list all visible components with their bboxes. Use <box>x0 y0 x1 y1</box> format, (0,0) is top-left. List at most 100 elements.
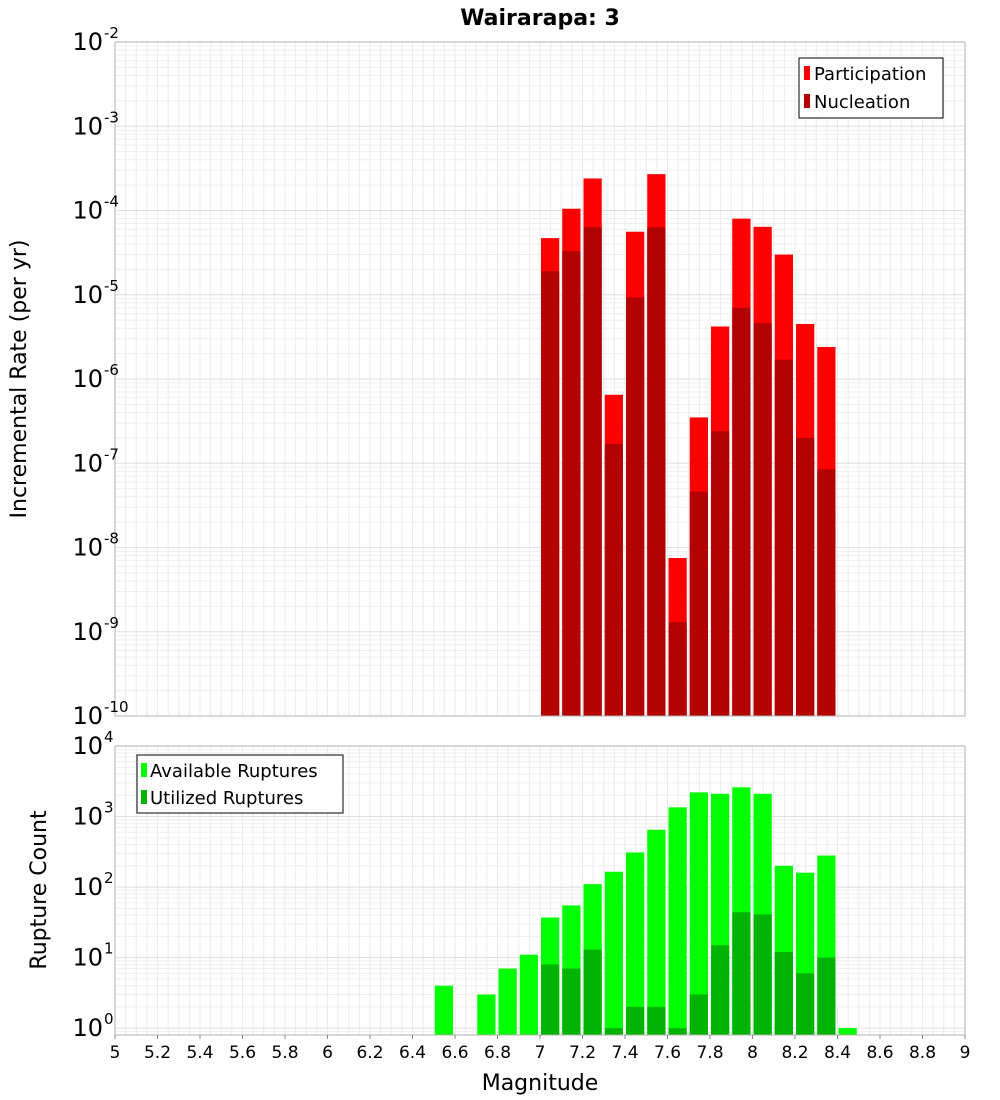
bottom-legend-box <box>136 754 344 814</box>
x-tick-label: 8.6 <box>866 1043 893 1063</box>
x-tick-label: 5.6 <box>229 1043 256 1063</box>
top-y-tick-exponent: -9 <box>104 614 119 632</box>
top-y-tick: 10 <box>72 534 103 562</box>
x-tick-label: 7.4 <box>611 1043 638 1063</box>
utilized-ruptures-bar <box>732 912 751 1035</box>
nucleation-bar <box>774 359 793 716</box>
x-tick-label: 5.4 <box>186 1043 213 1063</box>
x-tick-label: 7.8 <box>696 1043 723 1063</box>
utilized-ruptures-bar <box>689 994 708 1035</box>
legend-swatch-nucleation <box>804 94 810 108</box>
nucleation-bar <box>647 227 666 716</box>
top-y-tick: 10 <box>72 618 103 646</box>
legend-label-available: Available Ruptures <box>150 761 318 782</box>
top-y-tick: 10 <box>72 702 103 730</box>
top-legend-box <box>798 57 944 119</box>
legend-label-nucleation: Nucleation <box>814 92 910 113</box>
utilized-ruptures-bar <box>604 1028 623 1035</box>
x-tick-label: 8.8 <box>909 1043 936 1063</box>
nucleation-bar <box>583 227 602 716</box>
legend-swatch-utilized <box>141 790 147 804</box>
utilized-ruptures-bar <box>753 914 772 1035</box>
x-tick-label: 5 <box>110 1043 121 1063</box>
top-y-tick: 10 <box>72 112 103 140</box>
nucleation-bar <box>604 443 623 716</box>
top-y-tick-exponent: -4 <box>104 193 119 211</box>
nucleation-bar <box>817 469 836 716</box>
x-tick-labels: 5 5.2 5.4 5.6 5.8 6 6.2 6.4 6.6 6.8 7 7.2 7.4 7.6 7.8 8… <box>110 1035 971 1063</box>
top-grid <box>114 41 966 717</box>
x-tick-label: 6.6 <box>441 1043 468 1063</box>
legend-label-utilized: Utilized Ruptures <box>150 788 303 809</box>
top-y-tick: 10 <box>72 28 103 56</box>
x-tick-label: 6 <box>322 1043 333 1063</box>
available-ruptures-bar <box>498 968 517 1035</box>
top-y-tick-exponent: -7 <box>104 445 119 463</box>
bottom-y-tick: 10 <box>72 1014 103 1042</box>
x-tick-label: 8 <box>747 1043 758 1063</box>
top-y-tick: 10 <box>72 197 103 225</box>
nucleation-bar <box>626 297 645 716</box>
bottom-y-tick: 10 <box>72 732 103 760</box>
top-y-tick-exponent: -10 <box>104 698 129 716</box>
legend-swatch-participation <box>804 66 810 80</box>
nucleation-bar <box>668 622 687 716</box>
bottom-y-axis-label: Rupture Count <box>27 810 52 970</box>
nucleation-bar <box>711 431 730 716</box>
top-legend: Participation Nucleation <box>798 57 944 119</box>
utilized-ruptures-bar <box>626 1006 645 1035</box>
x-tick-label: 7.6 <box>654 1043 681 1063</box>
x-tick-label: 6.4 <box>399 1043 426 1063</box>
nucleation-bar <box>732 307 751 716</box>
x-tick-label: 6.8 <box>484 1043 511 1063</box>
available-ruptures-bar <box>477 994 496 1035</box>
top-bars <box>541 174 836 717</box>
available-ruptures-bar <box>838 1028 857 1035</box>
nucleation-bar <box>796 437 815 716</box>
nucleation-bar <box>541 271 560 716</box>
bottom-y-tick: 10 <box>72 944 103 972</box>
utilized-ruptures-bar <box>541 964 560 1035</box>
top-y-tick-exponent: -5 <box>104 277 119 295</box>
legend-swatch-available <box>141 763 147 777</box>
chart-title: Wairarapa: 3 <box>460 6 620 31</box>
bottom-y-tick-exponent: 4 <box>104 728 114 746</box>
x-tick-label: 6.2 <box>356 1043 383 1063</box>
x-tick-label: 7.2 <box>569 1043 596 1063</box>
available-ruptures-bar <box>519 954 538 1035</box>
top-y-tick: 10 <box>72 281 103 309</box>
x-tick-label: 9 <box>960 1043 971 1063</box>
bottom-y-tick-exponent: 2 <box>104 869 114 887</box>
utilized-ruptures-bar <box>817 957 836 1035</box>
nucleation-bar <box>562 251 581 717</box>
x-tick-label: 5.8 <box>271 1043 298 1063</box>
utilized-ruptures-bar <box>774 952 793 1035</box>
utilized-ruptures-bar <box>796 973 815 1035</box>
bottom-y-tick: 10 <box>72 873 103 901</box>
x-tick-label: 8.4 <box>824 1043 851 1063</box>
available-ruptures-bar <box>647 829 666 1035</box>
utilized-ruptures-bar <box>711 945 730 1035</box>
utilized-ruptures-bar <box>647 1006 666 1035</box>
bottom-y-tick-exponent: 1 <box>104 940 114 958</box>
utilized-ruptures-bar <box>583 949 602 1035</box>
bottom-bars <box>434 787 857 1035</box>
top-y-tick-exponent: -6 <box>104 361 119 379</box>
available-ruptures-bar <box>668 807 687 1035</box>
nucleation-bar <box>753 323 772 716</box>
utilized-ruptures-bar <box>562 968 581 1035</box>
x-tick-label: 7 <box>535 1043 546 1063</box>
top-y-tick-exponent: -8 <box>104 530 119 548</box>
bottom-y-tick: 10 <box>72 803 103 831</box>
legend-label-participation: Participation <box>814 64 926 85</box>
top-y-tick-exponent: -3 <box>104 108 119 126</box>
x-tick-label: 8.2 <box>781 1043 808 1063</box>
nucleation-bar <box>689 491 708 716</box>
available-ruptures-bar <box>689 792 708 1035</box>
top-y-tick-exponent: -2 <box>104 24 119 42</box>
bottom-legend: Available Ruptures Utilized Ruptures <box>136 754 344 814</box>
top-y-axis-label: Incremental Rate (per yr) <box>7 240 32 519</box>
